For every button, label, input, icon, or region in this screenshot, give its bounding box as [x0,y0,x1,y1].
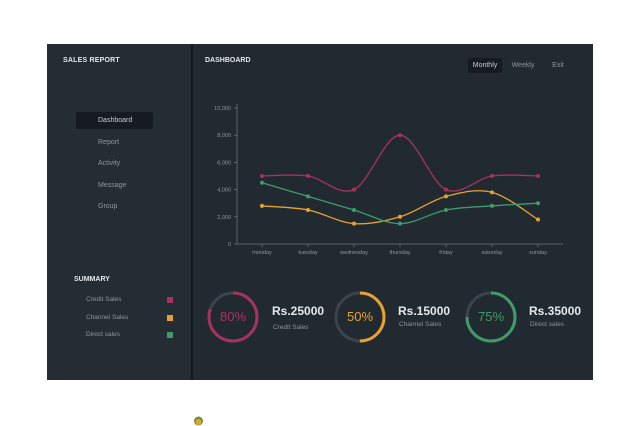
data-point [536,201,540,206]
kpi-ring-channel: 50% [333,290,387,344]
nav-item-report[interactable]: Report [98,139,120,146]
summary-label: Credit Sales [86,296,122,303]
y-tick-label: 10,000 [214,106,231,112]
progress-ring [465,291,517,343]
data-point [444,187,448,192]
x-tick-label: friday [439,250,453,256]
data-point [260,180,264,185]
legend-swatch-direct [167,332,173,338]
ring-progress-credit [207,291,259,343]
ring-progress-direct [465,291,517,343]
data-point [490,190,494,195]
progress-ring [334,291,386,343]
data-point [444,194,448,199]
kpi-amount-credit: Rs.25000 [272,304,325,318]
data-point [306,174,310,178]
y-tick-label: 2,000 [217,215,231,221]
summary-item-channel: Channel Sales [86,313,176,323]
data-point [352,187,356,192]
data-point [260,174,264,178]
kpi-ring-credit: 80% [206,290,260,344]
main-panel: DASHBOARD Monthly Weekly Exit 0 2,000 4,00… [193,44,593,380]
x-tick-label: monday [252,250,272,256]
app-title: SALES REPORT [63,57,120,64]
summary-label: Channel Sales [86,314,129,321]
y-tick-label: 8,000 [217,133,231,139]
kpi-percent-direct: 75% [477,309,505,324]
ring-progress-channel [334,291,386,343]
extension-icon[interactable] [193,416,204,426]
data-point [536,174,540,178]
data-point [490,174,494,178]
summary-title: SUMMARY [74,276,110,283]
legend-swatch-channel [167,315,173,321]
kpi-amount-direct: Rs.35000 [529,304,582,318]
kpi-ring-direct: 75% [464,290,518,344]
kpi-percent-credit: 80% [219,309,247,324]
nav-item-message[interactable]: Message [98,182,127,189]
x-tick-label: wednesday [339,250,368,256]
summary-item-direct: Direct sales [86,330,176,340]
y-tick-label: 0 [228,242,231,248]
kpi-label-channel: Channel Sales [399,321,442,328]
data-point [352,208,356,212]
series-line-0 [261,134,539,192]
data-point [306,194,310,199]
x-tick-label: tuesday [298,250,318,256]
x-tick-label: saturday [481,250,502,256]
kpi-amount-channel: Rs.15000 [398,304,451,318]
x-tick-label: sunday [529,250,547,256]
nav-item-dashboard[interactable]: Dashboard [76,112,153,129]
summary-item-credit: Credit Sales [86,295,176,305]
sales-line-chart: 0 2,000 4,000 6,000 8,000 10,000 monday tuesday… [214,104,563,256]
sidebar: SALES REPORT Dashboard Report Activity M… [47,44,191,380]
nav-item-activity[interactable]: Activity [98,160,121,167]
kpi-percent-channel: 50% [346,309,374,324]
dashboard-window: SALES REPORT Dashboard Report Activity M… [47,44,593,380]
sidebar-divider [191,44,193,380]
tab-exit[interactable]: Exit [552,62,564,69]
y-tick-label: 4,000 [217,188,231,194]
kpi-label-credit: Credit Sales [273,324,309,331]
data-point [490,203,494,208]
y-tick-label: 6,000 [217,160,231,166]
tab-weekly[interactable]: Weekly [511,62,535,69]
data-point [260,203,264,208]
tab-monthly[interactable]: Monthly [468,58,502,73]
progress-ring [207,291,259,343]
page-title: DASHBOARD [205,57,251,64]
data-point [398,221,402,226]
nav-item-group[interactable]: Group [98,203,118,210]
summary-label: Direct sales [86,331,120,338]
data-point [444,208,448,212]
legend-swatch-credit [167,297,173,303]
data-point [536,217,540,222]
data-point [398,214,402,219]
data-point [352,221,356,226]
data-point [306,208,310,212]
data-point [398,133,402,138]
x-tick-label: thursday [389,250,410,256]
kpi-label-direct: Direct sales [530,321,564,328]
